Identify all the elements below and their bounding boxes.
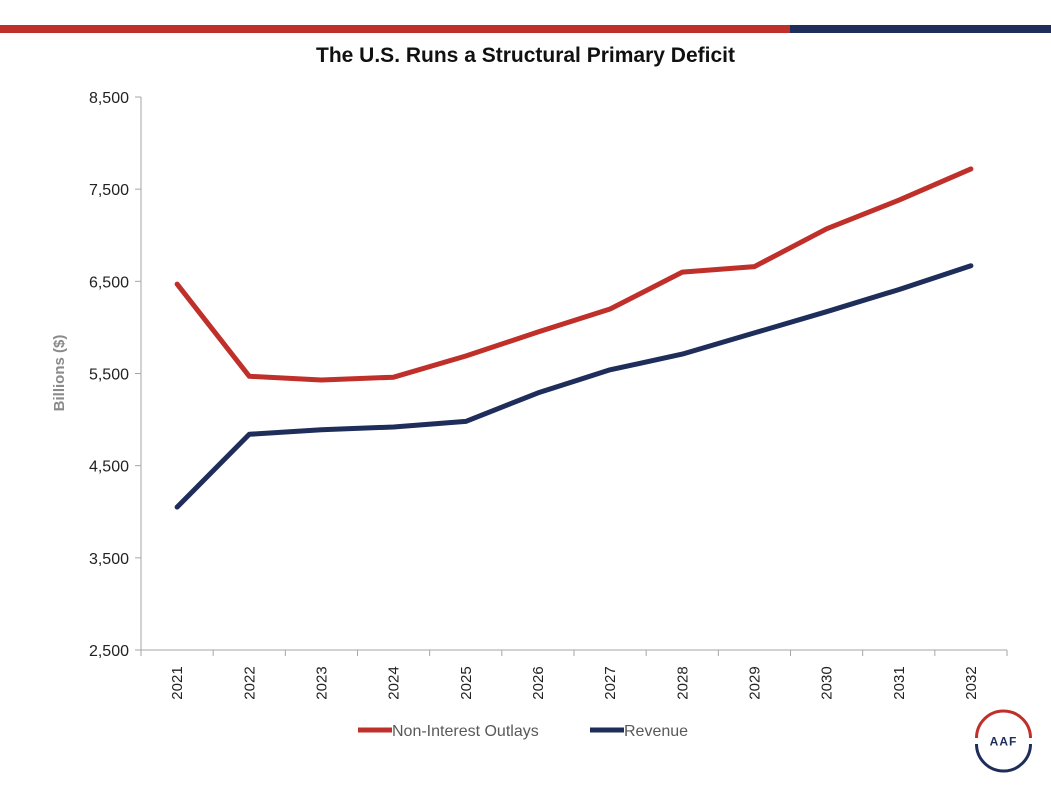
x-tick-label: 2025 (458, 666, 475, 699)
y-tick-label: 6,500 (89, 274, 129, 291)
x-tick-label: 2028 (674, 666, 691, 699)
chart-title: The U.S. Runs a Structural Primary Defic… (316, 44, 735, 67)
logo-arc-bottom (975, 743, 1032, 773)
aaf-logo: AAF (975, 709, 1032, 773)
y-tick-label: 2,500 (89, 643, 129, 660)
y-tick-label: 3,500 (89, 551, 129, 568)
x-tick-label: 2021 (169, 666, 186, 699)
logo-text: AAF (990, 735, 1018, 749)
chart-legend: Non-Interest Outlays Revenue (358, 723, 688, 740)
x-tick-label: 2029 (746, 666, 763, 699)
x-tick-label: 2027 (602, 666, 619, 699)
x-tick-label: 2030 (819, 666, 836, 699)
x-tick-label: 2032 (963, 666, 980, 699)
y-axis-ticks: 2,500 3,500 4,500 5,500 6,500 7,500 8,500 (89, 90, 141, 660)
y-tick-label: 8,500 (89, 90, 129, 107)
chart-axes (140, 97, 1007, 651)
series-line-outlays (174, 166, 974, 383)
x-tick-label: 2026 (530, 666, 547, 699)
y-tick-label: 5,500 (89, 367, 129, 384)
top-accent-bar-navy (790, 25, 1051, 33)
y-tick-label: 7,500 (89, 182, 129, 199)
x-tick-label: 2031 (891, 666, 908, 699)
y-axis-label: Billions ($) (51, 335, 68, 412)
series-line-revenue (174, 263, 974, 510)
x-axis-ticks: 2021 2022 2023 2024 2025 2026 2027 2028 2029 2030… (140, 650, 1008, 700)
legend-label-outlays: Non-Interest Outlays (392, 723, 539, 740)
top-accent-bar-red (0, 25, 790, 33)
x-tick-label: 2022 (241, 666, 258, 699)
logo-arc-top (975, 709, 1032, 739)
chart-series (174, 166, 974, 510)
y-tick-label: 4,500 (89, 459, 129, 476)
x-tick-label: 2024 (386, 666, 403, 699)
legend-label-revenue: Revenue (624, 723, 688, 740)
x-tick-label: 2023 (313, 666, 330, 699)
